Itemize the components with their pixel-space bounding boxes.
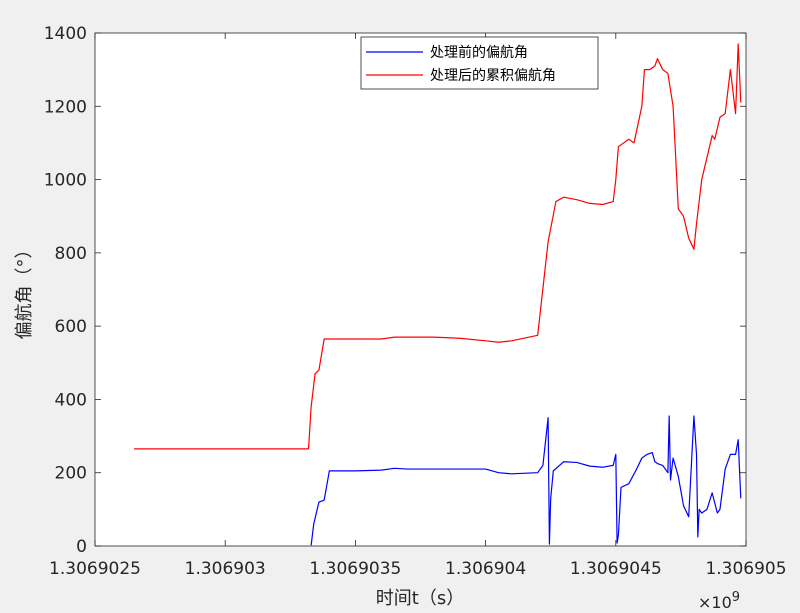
x-axis-label: 时间t（s）: [376, 588, 464, 609]
plot-frame: [94, 32, 747, 547]
y-tick-label: 600: [55, 317, 87, 337]
y-tick-label: 200: [55, 464, 87, 484]
y-tick-label: 1200: [44, 97, 87, 117]
x-tick-label: 1.306903: [185, 559, 266, 579]
legend: 处理前的偏航角 处理后的累积偏航角: [360, 36, 599, 90]
y-tick-label: 400: [55, 390, 87, 410]
legend-label-series-0: 处理前的偏航角: [430, 44, 528, 61]
y-tick-label: 0: [76, 537, 87, 557]
x-tick-label: 1.306905: [705, 559, 786, 579]
x-axis-ticks: 1.3069025 1.306903 1.3069035 1.306904 1.3069…: [49, 33, 787, 579]
legend-label-series-1: 处理后的累积偏航角: [430, 68, 556, 84]
series-line-1: [134, 43, 742, 450]
plot-area: [95, 33, 746, 546]
x-tick-label: 1.3069035: [309, 559, 401, 579]
series-layer: [134, 43, 742, 546]
y-tick-label: 800: [55, 244, 87, 264]
y-tick-label: 1000: [44, 171, 87, 191]
x-tick-label: 1.3069045: [570, 559, 662, 579]
y-axis-ticks: 0 200 400 600 800 1000 1200 1400: [44, 24, 746, 557]
y-tick-label: 1400: [44, 24, 87, 44]
x-tick-label: 1.306904: [445, 559, 526, 579]
legend-box: [360, 36, 599, 90]
series-line-0: [310, 415, 742, 546]
y-axis-label: 偏航角（°）: [14, 241, 35, 340]
x-tick-label: 1.3069025: [49, 559, 141, 579]
x-scale-exponent: ×109: [698, 590, 740, 612]
